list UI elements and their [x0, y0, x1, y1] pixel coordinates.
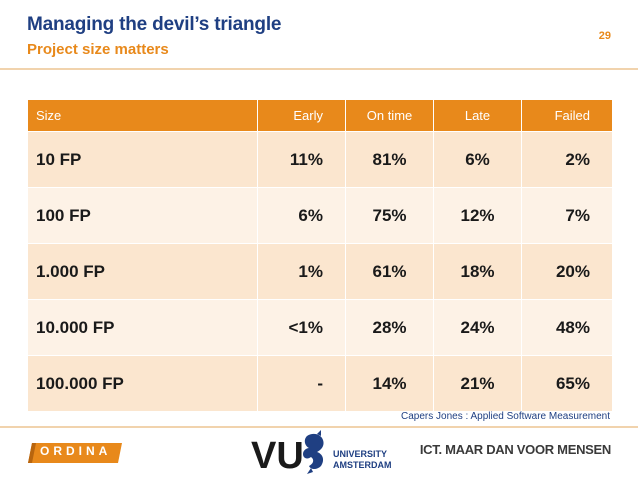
- cell-late: 12%: [433, 187, 522, 244]
- table-row: 10.000 FP <1% 28% 24% 48%: [27, 299, 613, 356]
- vu-mark: VU: [251, 435, 304, 476]
- cell-on-time: 81%: [345, 131, 434, 188]
- cell-failed: 2%: [521, 131, 613, 188]
- table-row: 1.000 FP 1% 61% 18% 20%: [27, 243, 613, 300]
- cell-on-time: 28%: [345, 299, 434, 356]
- cell-failed: 20%: [521, 243, 613, 300]
- cell-early: <1%: [257, 299, 346, 356]
- header-on-time: On time: [345, 99, 434, 132]
- cell-size: 10.000 FP: [27, 299, 258, 356]
- vu-logo: VU: [251, 430, 324, 476]
- university-line-2: AMSTERDAM: [333, 460, 392, 470]
- header-failed: Failed: [521, 99, 613, 132]
- ordina-wordmark: ORDINA: [40, 444, 112, 458]
- table-row: 100 FP 6% 75% 12% 7%: [27, 187, 613, 244]
- table-row: 10 FP 11% 81% 6% 2%: [27, 131, 613, 188]
- cell-size: 100.000 FP: [27, 355, 258, 412]
- page-number: 29: [598, 30, 611, 42]
- project-size-table: Size Early On time Late Failed 10 FP 11%…: [27, 99, 613, 412]
- table-header-row: Size Early On time Late Failed: [27, 99, 613, 132]
- cell-on-time: 61%: [345, 243, 434, 300]
- cell-on-time: 14%: [345, 355, 434, 412]
- slide-title: Managing the devil’s triangle: [27, 14, 282, 35]
- footer-tagline: ICT. MAAR DAN VOOR MENSEN: [419, 442, 611, 457]
- university-line-1: UNIVERSITY: [333, 449, 388, 459]
- cell-late: 24%: [433, 299, 522, 356]
- cell-early: 11%: [257, 131, 346, 188]
- cell-early: 6%: [257, 187, 346, 244]
- table-row: 100.000 FP - 14% 21% 65%: [27, 355, 613, 412]
- cell-failed: 48%: [521, 299, 613, 356]
- university-name: UNIVERSITY AMSTERDAM: [333, 449, 392, 471]
- cell-size: 1.000 FP: [27, 243, 258, 300]
- cell-failed: 7%: [521, 187, 613, 244]
- header-late: Late: [433, 99, 522, 132]
- cell-early: -: [257, 355, 346, 412]
- griffin-icon: [303, 430, 324, 474]
- slide-subtitle: Project size matters: [27, 41, 169, 58]
- ordina-logo: [28, 443, 122, 463]
- header-size: Size: [27, 99, 258, 132]
- cell-late: 21%: [433, 355, 522, 412]
- header-early: Early: [257, 99, 346, 132]
- cell-failed: 65%: [521, 355, 613, 412]
- source-citation: Capers Jones : Applied Software Measurem…: [401, 411, 610, 422]
- cell-late: 18%: [433, 243, 522, 300]
- cell-size: 10 FP: [27, 131, 258, 188]
- cell-early: 1%: [257, 243, 346, 300]
- footer-divider: [0, 426, 638, 428]
- cell-size: 100 FP: [27, 187, 258, 244]
- cell-late: 6%: [433, 131, 522, 188]
- header-divider: [0, 68, 638, 70]
- cell-on-time: 75%: [345, 187, 434, 244]
